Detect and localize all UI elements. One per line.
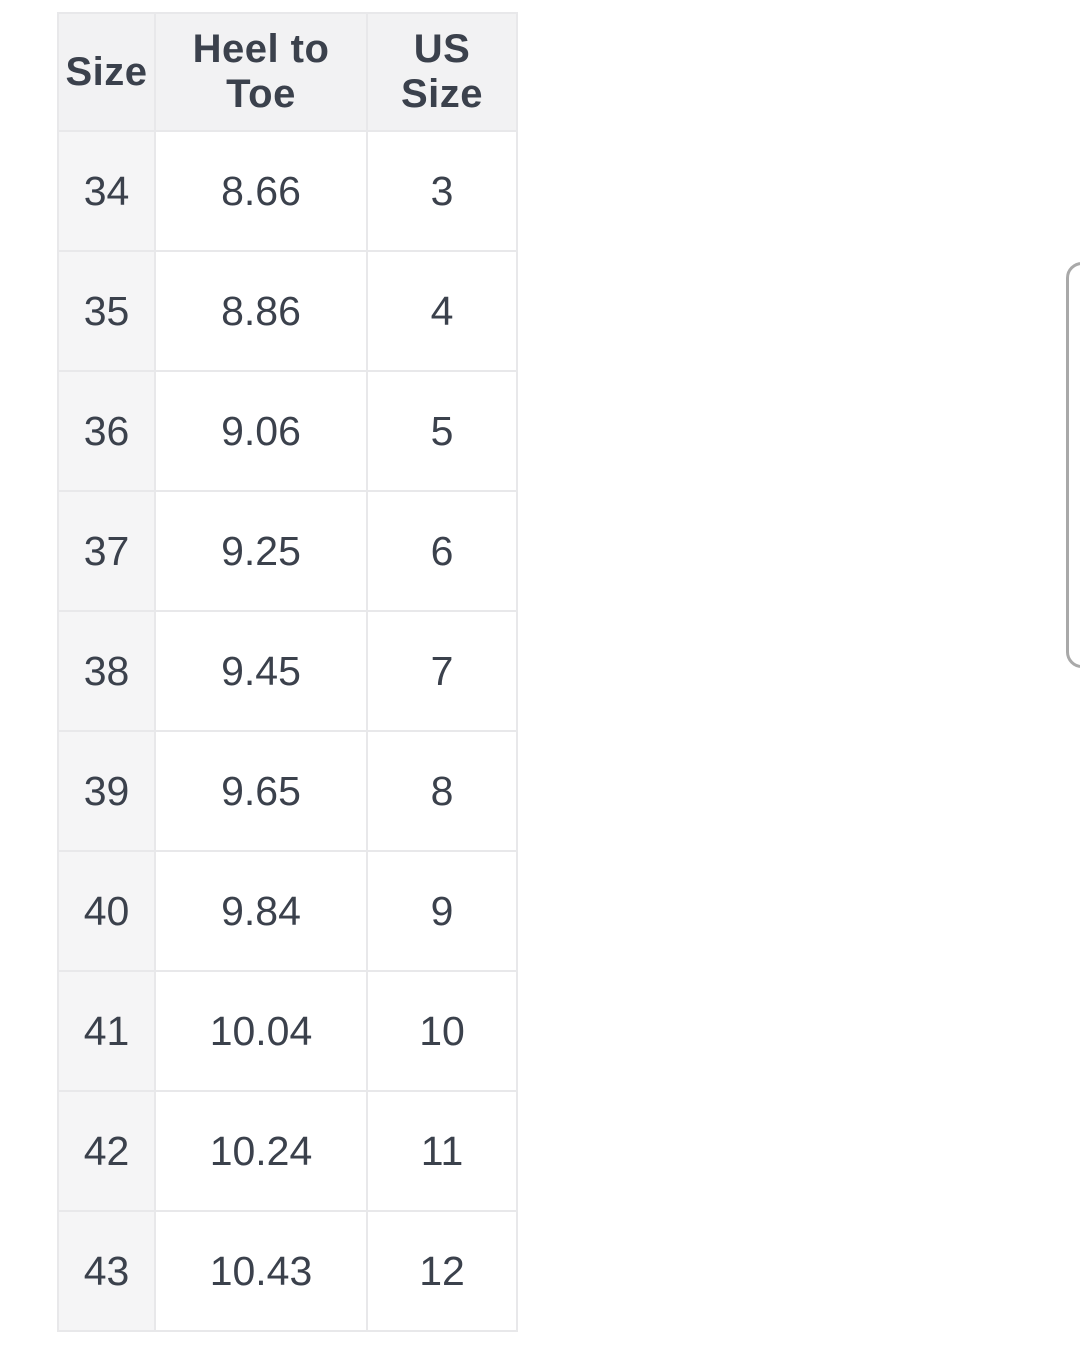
table-body: 34 8.66 3 35 8.86 4 36 9.06 5 37 9.25 6 38 9.45 7 39 9.6… bbox=[57, 130, 518, 1332]
cell-size: 40 bbox=[57, 850, 156, 972]
cell-us-size: 6 bbox=[366, 490, 518, 612]
cell-size: 37 bbox=[57, 490, 156, 612]
header-heel-to-toe: Heel to Toe bbox=[154, 12, 368, 132]
table-header: Size Heel to Toe US Size bbox=[57, 12, 518, 132]
cell-us-size: 5 bbox=[366, 370, 518, 492]
table-row: 35 8.86 4 bbox=[57, 250, 518, 372]
cell-size: 39 bbox=[57, 730, 156, 852]
cell-us-size: 11 bbox=[366, 1090, 518, 1212]
scrollbar-thumb[interactable] bbox=[1066, 262, 1080, 668]
cell-size: 38 bbox=[57, 610, 156, 732]
cell-size: 35 bbox=[57, 250, 156, 372]
cell-heel-to-toe: 8.86 bbox=[154, 250, 368, 372]
cell-us-size: 9 bbox=[366, 850, 518, 972]
cell-heel-to-toe: 10.24 bbox=[154, 1090, 368, 1212]
cell-us-size: 12 bbox=[366, 1210, 518, 1332]
table-row: 34 8.66 3 bbox=[57, 130, 518, 252]
cell-size: 34 bbox=[57, 130, 156, 252]
size-chart-table: Size Heel to Toe US Size 34 8.66 3 35 8.86 4 3… bbox=[57, 12, 518, 1332]
cell-heel-to-toe: 10.43 bbox=[154, 1210, 368, 1332]
cell-us-size: 4 bbox=[366, 250, 518, 372]
cell-us-size: 3 bbox=[366, 130, 518, 252]
header-size: Size bbox=[57, 12, 156, 132]
cell-heel-to-toe: 9.84 bbox=[154, 850, 368, 972]
table-row: 42 10.24 11 bbox=[57, 1090, 518, 1212]
cell-heel-to-toe: 9.65 bbox=[154, 730, 368, 852]
cell-us-size: 7 bbox=[366, 610, 518, 732]
cell-size: 43 bbox=[57, 1210, 156, 1332]
table-row: 36 9.06 5 bbox=[57, 370, 518, 492]
cell-heel-to-toe: 9.45 bbox=[154, 610, 368, 732]
table-row: 37 9.25 6 bbox=[57, 490, 518, 612]
table-row: 41 10.04 10 bbox=[57, 970, 518, 1092]
cell-heel-to-toe: 9.25 bbox=[154, 490, 368, 612]
table-row: 40 9.84 9 bbox=[57, 850, 518, 972]
cell-size: 36 bbox=[57, 370, 156, 492]
table-row: 39 9.65 8 bbox=[57, 730, 518, 852]
cell-size: 41 bbox=[57, 970, 156, 1092]
cell-heel-to-toe: 10.04 bbox=[154, 970, 368, 1092]
cell-heel-to-toe: 8.66 bbox=[154, 130, 368, 252]
header-us-size: US Size bbox=[366, 12, 518, 132]
cell-us-size: 10 bbox=[366, 970, 518, 1092]
table-row: 43 10.43 12 bbox=[57, 1210, 518, 1332]
cell-us-size: 8 bbox=[366, 730, 518, 852]
cell-size: 42 bbox=[57, 1090, 156, 1212]
cell-heel-to-toe: 9.06 bbox=[154, 370, 368, 492]
table-row: 38 9.45 7 bbox=[57, 610, 518, 732]
header-row: Size Heel to Toe US Size bbox=[57, 12, 518, 132]
